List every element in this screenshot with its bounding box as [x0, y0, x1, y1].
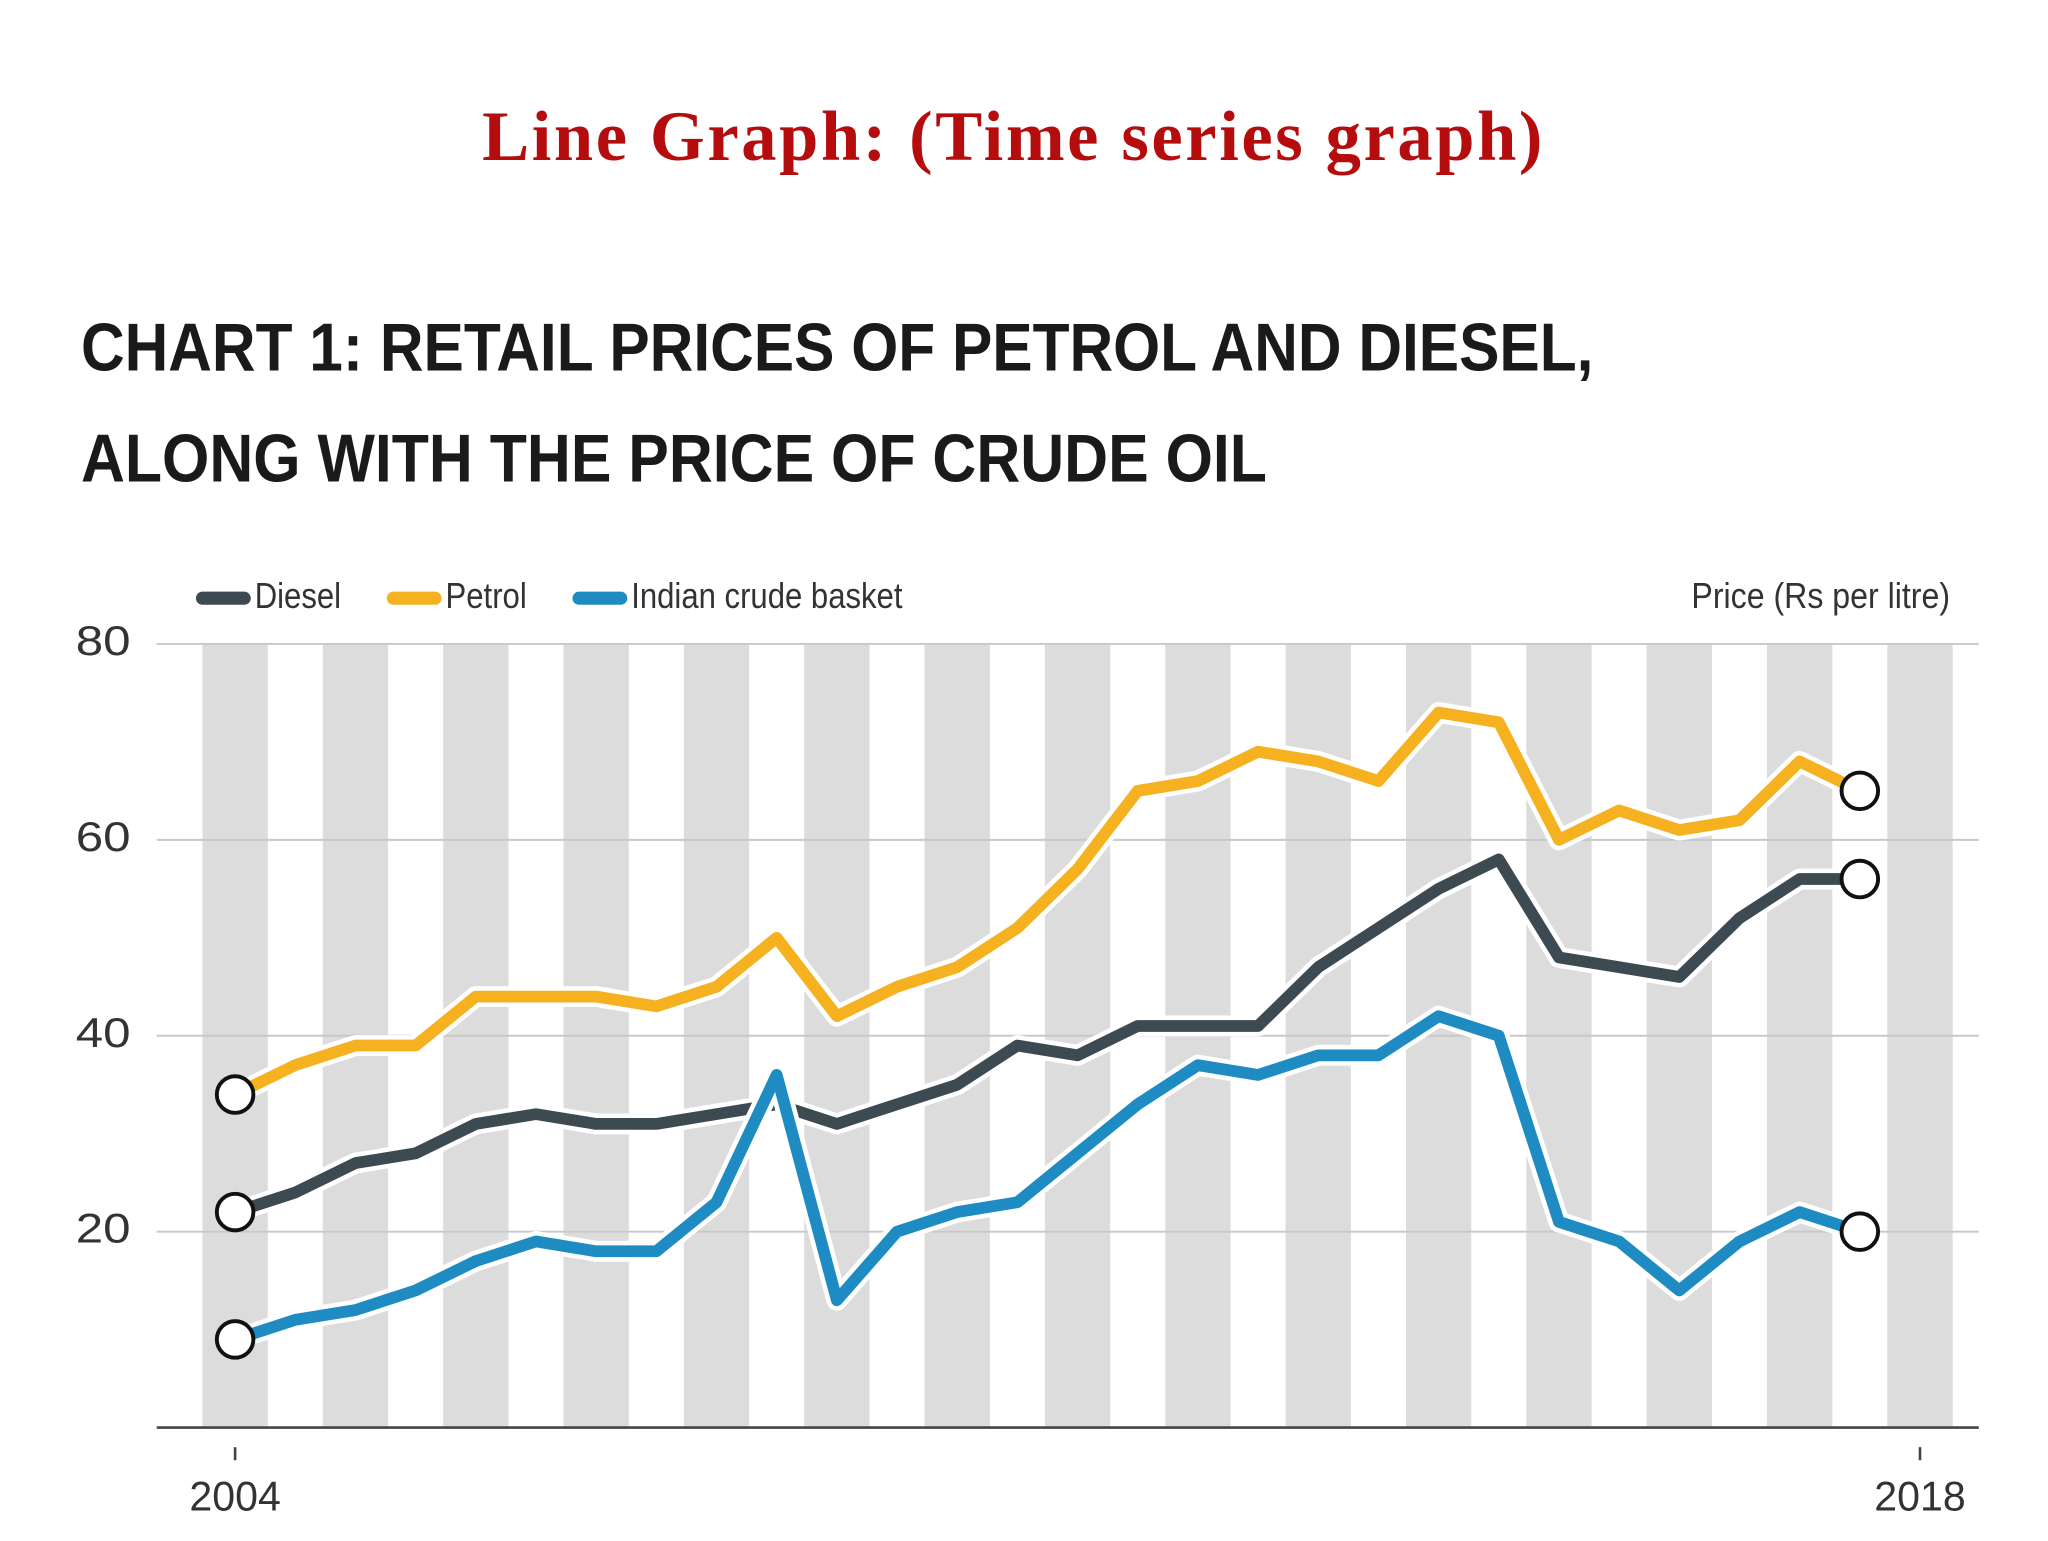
- y-tick-label: 60: [76, 813, 131, 860]
- legend-label: Indian crude basket: [631, 575, 902, 616]
- line: [232, 706, 1863, 1100]
- x-tick-label: 2004: [189, 1472, 280, 1519]
- x-tick-label: 2018: [1874, 1472, 1965, 1519]
- end-marker: [1839, 858, 1881, 900]
- end-marker: [1839, 1211, 1881, 1252]
- y-tick-label: 80: [76, 617, 131, 664]
- end-marker: [214, 1074, 256, 1115]
- end-marker: [214, 1319, 256, 1360]
- legend-label: Petrol: [446, 575, 527, 616]
- line: [233, 853, 1860, 1218]
- line: [233, 1010, 1862, 1346]
- y-tick-label: 20: [76, 1205, 131, 1252]
- axis-label: Price (Rs per litre): [1691, 575, 1950, 616]
- chart-title: CHART 1: RETAIL PRICES OF PETROL AND DIE…: [81, 311, 1593, 386]
- end-marker: [214, 1191, 256, 1233]
- slide-title: Line Graph: (Time series graph): [482, 98, 1545, 176]
- chart-title: ALONG WITH THE PRICE OF CRUDE OIL: [81, 422, 1267, 497]
- y-tick-label: 40: [76, 1009, 131, 1056]
- end-marker: [1839, 770, 1881, 812]
- legend-label: Diesel: [255, 575, 341, 616]
